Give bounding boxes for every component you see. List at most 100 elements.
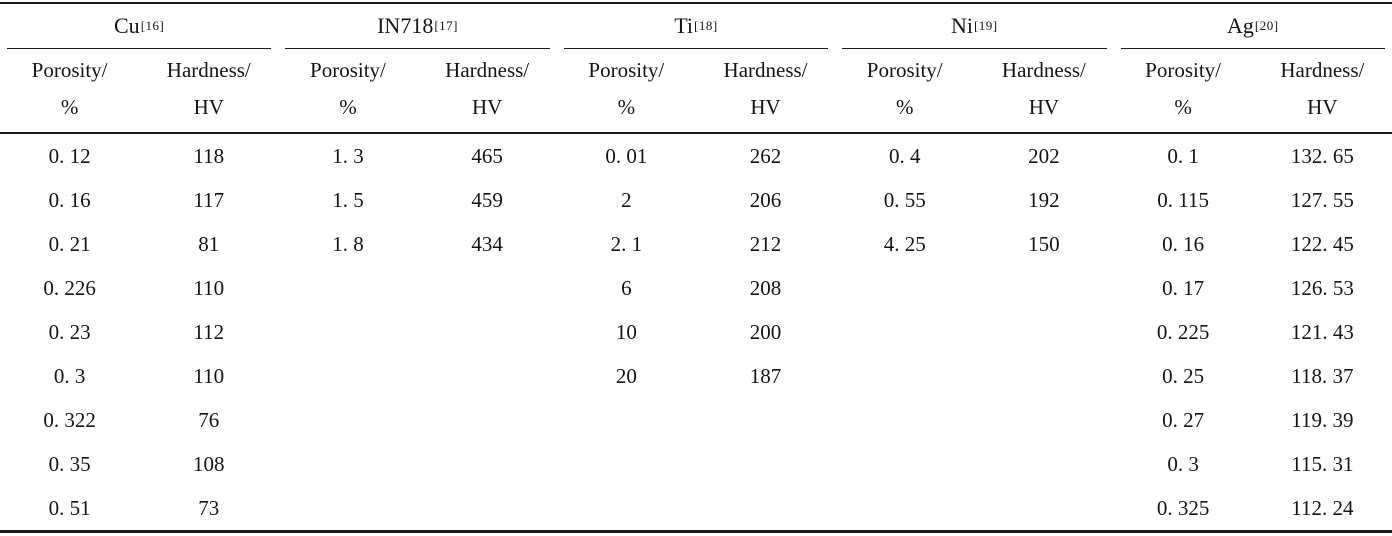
- hardness-cell: [418, 486, 557, 532]
- porosity-cell: 0. 322: [43, 407, 96, 432]
- hardness-cell: [418, 442, 557, 486]
- porosity-cell: 0. 115: [1157, 187, 1209, 212]
- hardness-cell: 192: [1028, 187, 1060, 212]
- reference-superscript: [18]: [693, 18, 718, 33]
- hardness-cell: 208: [749, 275, 782, 300]
- group-header-in718-label: IN718 [17]: [285, 4, 550, 49]
- porosity-cell: [278, 310, 417, 354]
- hardness-cell: 118: [193, 143, 225, 168]
- hardness-unit: HV: [695, 88, 836, 134]
- hardness-cell: 112. 24: [1291, 495, 1354, 520]
- porosity-cell: [278, 442, 417, 486]
- hardness-cell: 118. 37: [1291, 363, 1354, 388]
- reference-superscript: [20]: [1254, 18, 1279, 33]
- hardness-cell: [974, 266, 1113, 310]
- porosity-cell: 0. 1: [1167, 143, 1199, 168]
- porosity-cell: [835, 266, 974, 310]
- porosity-cell: 1. 3: [332, 143, 364, 168]
- porosity-cell: 10: [615, 319, 637, 344]
- hardness-cell: 110: [193, 363, 225, 388]
- porosity-cell: 2: [621, 187, 632, 212]
- hardness-cell: [696, 442, 835, 486]
- porosity-header: Porosity/: [31, 57, 108, 82]
- porosity-cell: [835, 398, 974, 442]
- group-header-ni-label: Ni [19]: [842, 4, 1107, 49]
- group-header-ti: Ti [18]: [557, 3, 835, 49]
- table-row: 0. 16 117 1. 5 459 2 206 0. 55 192 0. 115 127. 55: [0, 178, 1392, 222]
- hardness-cell: 119. 39: [1291, 407, 1354, 432]
- table-row: 0. 12 118 1. 3 465 0. 01 262 0. 4 202 0. 1 132. 6…: [0, 133, 1392, 178]
- hardness-cell: 122. 45: [1290, 231, 1354, 256]
- hardness-unit: HV: [417, 88, 557, 134]
- hardness-header: Hardness/: [166, 57, 251, 82]
- porosity-cell: 0. 12: [48, 143, 91, 168]
- hardness-cell: 202: [1028, 143, 1060, 168]
- group-header-ni: Ni [19]: [835, 3, 1113, 49]
- porosity-cell: 2. 1: [610, 231, 643, 256]
- porosity-cell: 20: [615, 363, 637, 388]
- hardness-cell: 465: [471, 143, 503, 168]
- hardness-cell: 121. 43: [1290, 319, 1354, 344]
- hardness-cell: [974, 310, 1113, 354]
- hardness-cell: [418, 354, 557, 398]
- porosity-cell: [557, 486, 696, 532]
- porosity-cell: [278, 486, 417, 532]
- hardness-cell: 150: [1028, 231, 1060, 256]
- porosity-cell: 0. 17: [1162, 275, 1205, 300]
- hardness-cell: [418, 266, 557, 310]
- porosity-cell: 0. 21: [48, 231, 91, 256]
- porosity-cell: 0. 16: [48, 187, 91, 212]
- group-header-cu: Cu [16]: [0, 3, 278, 49]
- group-header-cu-label: Cu [16]: [7, 4, 272, 49]
- porosity-cell: 0. 4: [888, 143, 921, 168]
- porosity-cell: 0. 51: [48, 495, 91, 520]
- hardness-cell: 262: [749, 143, 782, 168]
- hardness-cell: 81: [198, 231, 220, 256]
- porosity-cell: 0. 325: [1156, 495, 1210, 520]
- hardness-header: Hardness/: [1001, 57, 1086, 82]
- hardness-cell: 126. 53: [1290, 275, 1354, 300]
- hardness-cell: 76: [198, 407, 220, 432]
- porosity-cell: [557, 398, 696, 442]
- hardness-cell: [418, 398, 557, 442]
- porosity-header: Porosity/: [1145, 57, 1222, 82]
- porosity-cell: 0. 226: [43, 275, 96, 300]
- material-group-row: Cu [16] IN718 [17] Ti [18] Ni [19] Ag [20]: [0, 3, 1392, 49]
- porosity-cell: 0. 27: [1162, 407, 1205, 432]
- table-header: Cu [16] IN718 [17] Ti [18] Ni [19] Ag [20] Po…: [0, 3, 1392, 134]
- table-body: 0. 12 118 1. 3 465 0. 01 262 0. 4 202 0. 1 132. 6…: [0, 133, 1392, 532]
- porosity-cell: 6: [621, 275, 632, 300]
- porosity-cell: [835, 354, 974, 398]
- hardness-cell: 434: [471, 231, 503, 256]
- group-header-ag: Ag [20]: [1114, 3, 1392, 49]
- reference-superscript: [17]: [434, 18, 458, 33]
- porosity-cell: 0. 23: [48, 319, 91, 344]
- hardness-cell: [696, 398, 835, 442]
- porosity-cell: [278, 398, 417, 442]
- table-row: 0. 51 73 0. 325 112. 24: [0, 486, 1392, 532]
- porosity-cell: [835, 310, 974, 354]
- porosity-cell: 0. 225: [1156, 319, 1210, 344]
- porosity-cell: 1. 5: [332, 187, 364, 212]
- hardness-unit: HV: [974, 88, 1114, 134]
- hardness-cell: [696, 486, 835, 532]
- porosity-header: Porosity/: [310, 57, 386, 82]
- porosity-unit: %: [835, 88, 975, 134]
- hardness-cell: 200: [749, 319, 782, 344]
- hardness-cell: 110: [193, 275, 225, 300]
- porosity-cell: 0. 35: [48, 451, 91, 476]
- hardness-cell: 132. 65: [1290, 143, 1354, 168]
- hardness-cell: 459: [471, 187, 503, 212]
- hardness-cell: 117: [193, 187, 225, 212]
- porosity-cell: 4. 25: [883, 231, 926, 256]
- group-header-in718: IN718 [17]: [278, 3, 556, 49]
- hardness-cell: 73: [198, 495, 220, 520]
- group-header-ag-label: Ag [20]: [1120, 4, 1385, 49]
- porosity-unit: %: [556, 88, 696, 134]
- table-row: 0. 35 108 0. 3 115. 31: [0, 442, 1392, 486]
- reference-superscript: [16]: [140, 18, 165, 33]
- hardness-cell: [974, 398, 1113, 442]
- reference-superscript: [19]: [973, 18, 998, 33]
